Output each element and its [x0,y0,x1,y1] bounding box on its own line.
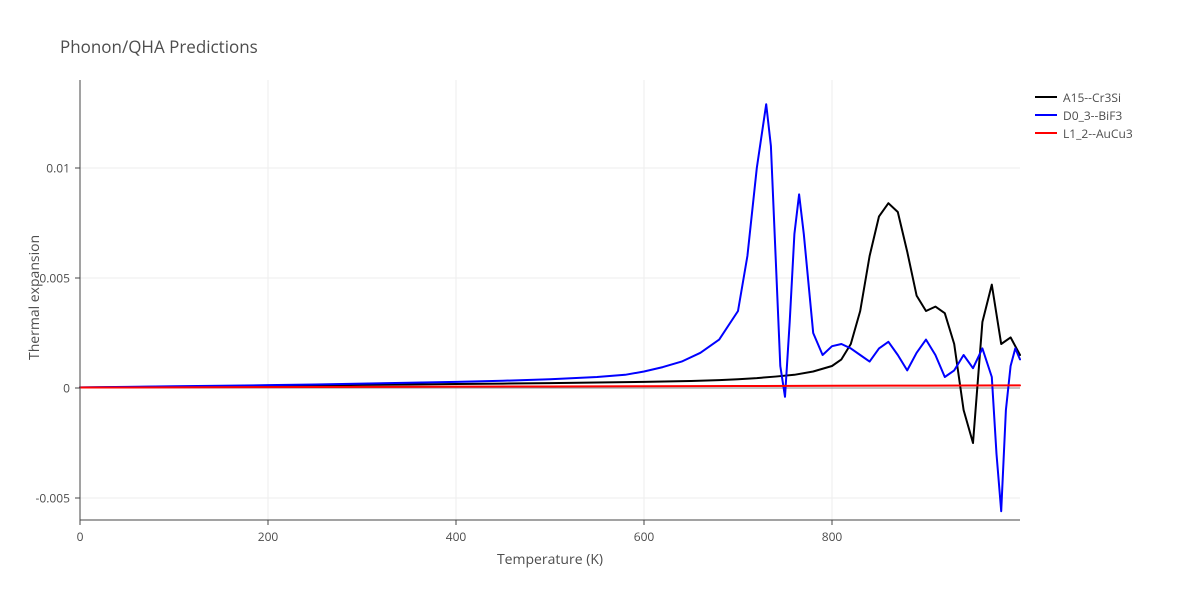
x-axis-label: Temperature (K) [80,550,1020,569]
series-line[interactable] [80,203,1020,443]
series-line[interactable] [80,104,1020,511]
legend-item[interactable]: L1_2--AuCu3 [1035,124,1133,142]
legend-label: D0_3--BiF3 [1063,107,1122,124]
x-tick-label: 0 [77,528,84,545]
chart-plot-area [80,80,1020,520]
y-tick-label: 0 [30,380,70,397]
y-tick-label: 0.01 [30,160,70,177]
legend-label: L1_2--AuCu3 [1063,125,1133,142]
x-tick-label: 800 [822,528,843,545]
legend-label: A15--Cr3Si [1063,89,1121,106]
legend-swatch [1035,114,1057,116]
legend-swatch [1035,96,1057,98]
y-tick-label: -0.005 [30,490,70,507]
x-tick-label: 600 [634,528,655,545]
x-tick-label: 200 [258,528,279,545]
legend-swatch [1035,132,1057,134]
legend-item[interactable]: A15--Cr3Si [1035,88,1133,106]
y-axis-label: Thermal expansion [25,235,44,360]
legend-item[interactable]: D0_3--BiF3 [1035,106,1133,124]
legend[interactable]: A15--Cr3SiD0_3--BiF3L1_2--AuCu3 [1035,88,1133,142]
chart-title: Phonon/QHA Predictions [60,35,258,58]
x-tick-label: 400 [446,528,467,545]
